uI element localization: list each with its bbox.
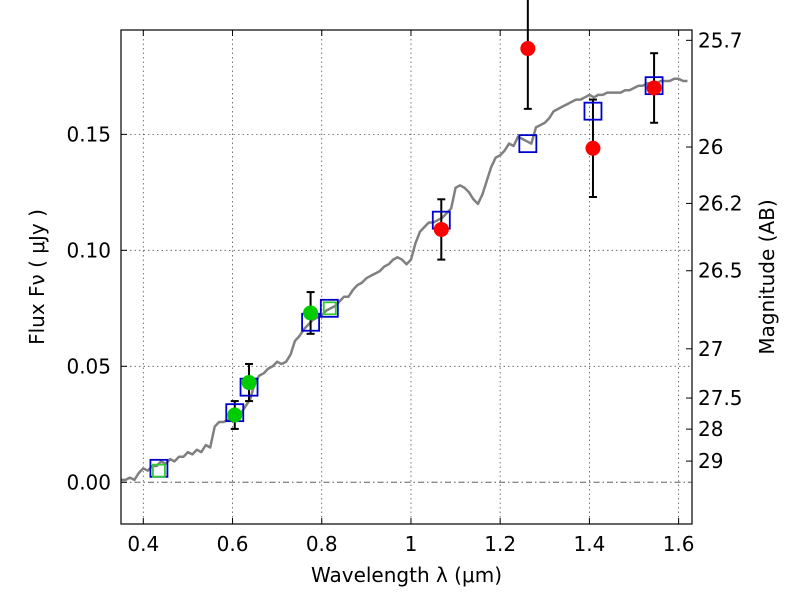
magnitude-tick-label: 25.7	[698, 28, 743, 52]
spectrum-line	[121, 77, 688, 482]
observed-optical-point	[227, 407, 243, 423]
axis-ticks	[121, 30, 692, 524]
x-tick-label: 0.4	[127, 532, 159, 556]
x-tick-label: 1.4	[573, 532, 605, 556]
magnitude-tick-label: 29	[698, 449, 723, 473]
observed-photometry-points	[227, 41, 662, 423]
x-axis-label: Wavelength λ (μm)	[311, 563, 502, 587]
y-tick-label: 0.05	[66, 354, 111, 378]
plot-frame	[120, 29, 693, 525]
grid	[121, 30, 692, 524]
model-photometry-green-square	[152, 463, 166, 478]
magnitude-axis-label: Magnitude (AB)	[755, 199, 779, 354]
model-photometry-green-square	[322, 301, 337, 316]
model-photometry-square	[518, 134, 538, 154]
y-axis-label: Flux Fν ( μJy )	[25, 209, 49, 345]
x-tick-label: 1.2	[484, 532, 516, 556]
x-tick-label: 1	[405, 532, 418, 556]
observed-infrared-point	[520, 41, 536, 57]
magnitude-tick-label: 26.2	[698, 191, 743, 215]
model-spectrum	[121, 77, 688, 482]
model-photometry-square	[583, 101, 603, 121]
magnitude-tick-label: 27.5	[698, 386, 743, 410]
y-tick-labels: 0.00 0.05 0.10 0.15	[66, 122, 111, 494]
magnitude-tick-label: 28	[698, 417, 723, 441]
x-tick-label: 0.8	[306, 532, 338, 556]
magnitude-tick-label: 27	[698, 337, 723, 361]
y-tick-label: 0.00	[66, 470, 111, 494]
observed-infrared-point	[646, 80, 662, 96]
magnitude-tick-label: 26.5	[698, 259, 743, 283]
observed-optical-point	[241, 375, 257, 391]
x-tick-label: 0.6	[217, 532, 249, 556]
model-photometry-square	[319, 298, 339, 318]
magnitude-tick-label: 26	[698, 135, 723, 159]
y-tick-label: 0.15	[66, 122, 111, 146]
y-tick-label: 0.10	[66, 238, 111, 262]
magnitude-tick-labels: 25.7 26 26.2 26.5 27 27.5 28 29	[698, 28, 743, 473]
model-photometry-squares	[149, 76, 664, 478]
x-tick-label: 1.6	[663, 532, 695, 556]
observed-infrared-point	[433, 221, 449, 237]
observed-optical-point	[303, 305, 319, 321]
x-tick-labels: 0.4 0.6 0.8 1 1.2 1.4 1.6	[127, 532, 694, 556]
observed-infrared-point	[585, 140, 601, 156]
